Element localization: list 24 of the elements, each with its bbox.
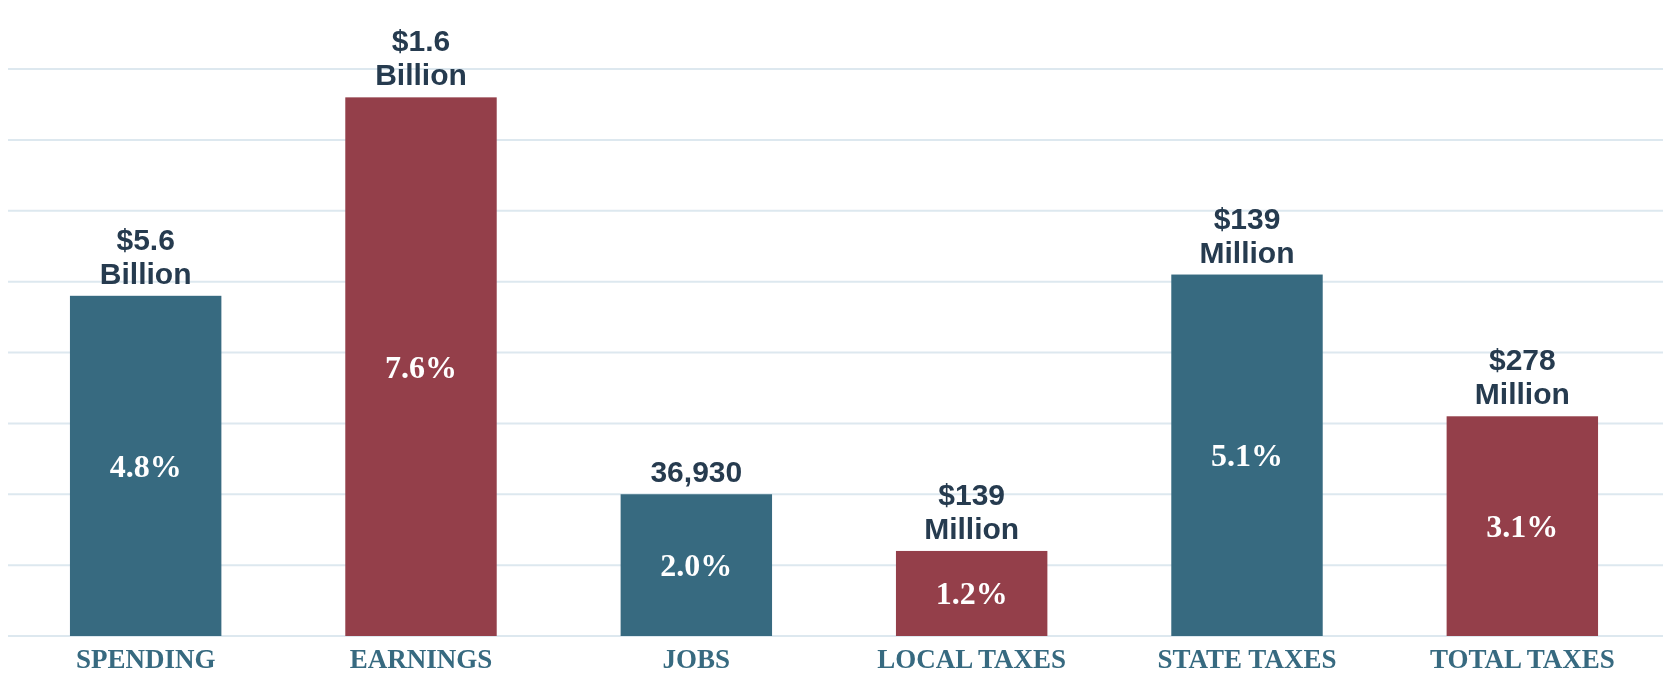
x-tick-label: EARNINGS	[349, 644, 493, 674]
data-label: 1.2%	[935, 575, 1008, 612]
annotation: $1.6 Billion	[375, 24, 467, 92]
bar	[69, 295, 222, 636]
x-tick-label: STATE TAXES	[1157, 644, 1337, 674]
x-tick-label: SPENDING	[75, 644, 216, 674]
data-label: 4.8%	[109, 447, 182, 484]
bar	[345, 97, 497, 636]
x-tick-label: LOCAL TAXES	[877, 644, 1067, 674]
annotation: $278 Million	[1474, 343, 1570, 411]
data-label: 7.6%	[385, 348, 457, 385]
bar	[895, 550, 1048, 636]
data-label: 3.1%	[1486, 508, 1559, 545]
annotation: 36,930	[650, 455, 743, 489]
x-tick-label: TOTAL TAXES	[1429, 644, 1615, 674]
bar	[620, 494, 773, 636]
annotation: $139 Million	[1199, 201, 1295, 269]
annotation: $139 Million	[924, 477, 1020, 545]
data-label: 2.0%	[660, 547, 733, 584]
data-label: 5.1%	[1211, 437, 1283, 474]
annotation: $5.6 Billion	[99, 222, 192, 290]
bar	[1446, 416, 1599, 636]
x-tick-label: JOBS	[662, 644, 731, 674]
bar	[1171, 274, 1323, 636]
